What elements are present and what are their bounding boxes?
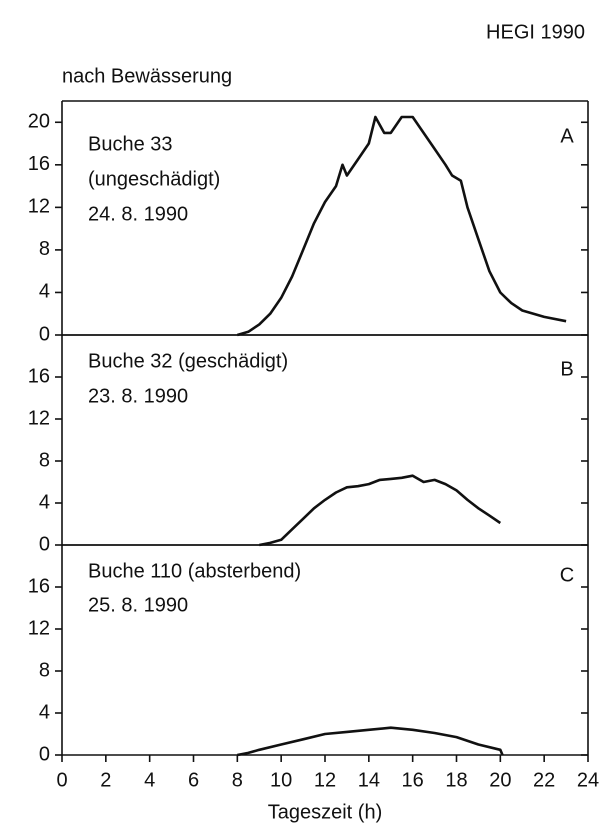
y-tick-label: 4 bbox=[39, 491, 50, 513]
subtitle: nach Bewässerung bbox=[62, 65, 232, 87]
y-tick-label: 8 bbox=[39, 659, 50, 681]
annotation: 23. 8. 1990 bbox=[88, 385, 188, 407]
x-tick-label: 16 bbox=[402, 769, 424, 791]
y-tick-label: 0 bbox=[39, 533, 50, 555]
x-tick-label: 8 bbox=[232, 769, 243, 791]
y-tick-label: 16 bbox=[28, 153, 50, 175]
y-tick-label: 0 bbox=[39, 743, 50, 765]
annotation: Buche 33 bbox=[88, 133, 173, 155]
y-tick-label: 20 bbox=[28, 111, 50, 133]
annotation: Buche 110 (absterbend) bbox=[88, 560, 301, 582]
x-tick-label: 10 bbox=[270, 769, 292, 791]
panel-label: C bbox=[560, 564, 574, 586]
y-tick-label: 0 bbox=[39, 323, 50, 345]
y-tick-label: 12 bbox=[28, 196, 50, 218]
x-tick-label: 2 bbox=[100, 769, 111, 791]
y-tick-label: 4 bbox=[39, 701, 50, 723]
annotation: Buche 32 (geschädigt) bbox=[88, 350, 288, 372]
y-tick-label: 8 bbox=[39, 449, 50, 471]
header: HEGI 1990 bbox=[486, 21, 585, 43]
y-tick-label: 12 bbox=[28, 407, 50, 429]
y-tick-label: 8 bbox=[39, 238, 50, 260]
x-tick-label: 6 bbox=[188, 769, 199, 791]
x-tick-label: 14 bbox=[358, 769, 380, 791]
y-tick-label: 4 bbox=[39, 281, 50, 303]
panel-label: A bbox=[560, 125, 574, 147]
data-line bbox=[259, 474, 502, 547]
annotation: 24. 8. 1990 bbox=[88, 203, 188, 225]
x-tick-label: 20 bbox=[489, 769, 511, 791]
x-tick-label: 18 bbox=[445, 769, 467, 791]
x-tick-label: 0 bbox=[56, 769, 67, 791]
y-tick-label: 16 bbox=[28, 365, 50, 387]
data-line bbox=[237, 726, 504, 757]
panel-label: B bbox=[560, 358, 573, 380]
y-tick-label: 16 bbox=[28, 575, 50, 597]
x-tick-label: 22 bbox=[533, 769, 555, 791]
x-tick-label: 4 bbox=[144, 769, 155, 791]
annotation: 25. 8. 1990 bbox=[88, 594, 188, 616]
data-line bbox=[236, 115, 567, 337]
x-tick-label: 12 bbox=[314, 769, 336, 791]
x-axis-label: Tageszeit (h) bbox=[268, 801, 383, 823]
x-tick-label: 24 bbox=[577, 769, 599, 791]
annotation: (ungeschädigt) bbox=[88, 168, 220, 190]
y-tick-label: 12 bbox=[28, 617, 50, 639]
